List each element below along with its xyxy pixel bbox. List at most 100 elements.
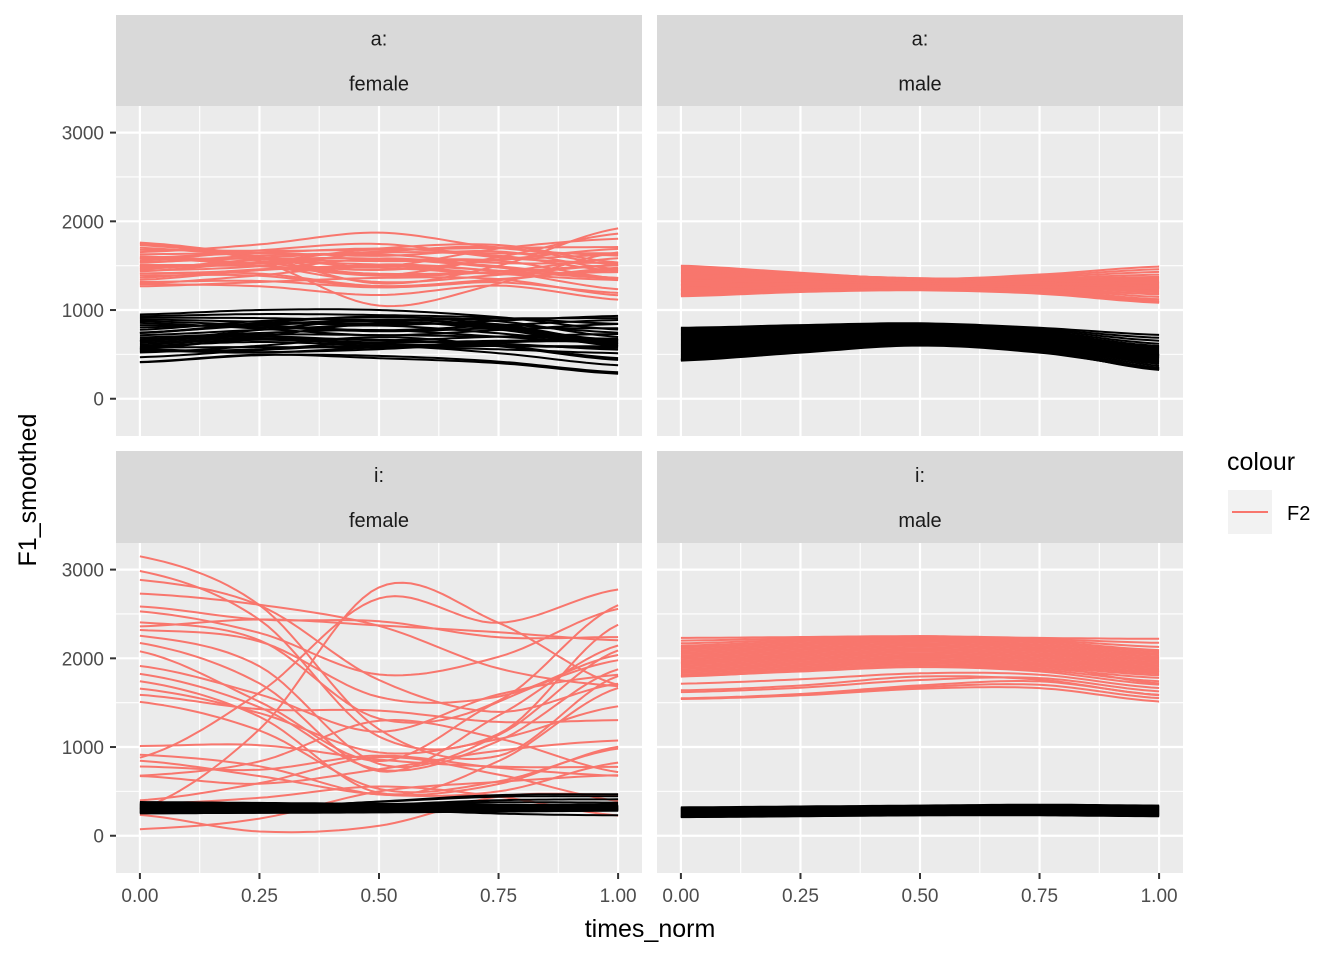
- f2-line-26: [139, 243, 619, 268]
- f2-line-5: [680, 637, 1160, 653]
- f2-line-10: [139, 634, 619, 769]
- facet-strip-row-label: a:: [371, 29, 388, 51]
- f2-line-10: [680, 645, 1160, 662]
- f2-line-28: [139, 739, 619, 785]
- f2-line-30: [680, 279, 1160, 286]
- f2-line-30: [139, 242, 619, 308]
- facet-strip-col-label: female: [349, 74, 409, 96]
- f1-line-13: [139, 333, 619, 341]
- f1-line-29: [139, 804, 619, 810]
- f1-line-30: [680, 814, 1160, 819]
- y-tick-label: 2000: [62, 212, 104, 233]
- f2-line-23: [680, 671, 1160, 689]
- facet-strip-row-label: i:: [374, 465, 384, 487]
- f1-line-30: [139, 802, 619, 817]
- f1-line-1: [139, 308, 619, 331]
- f2-line-28: [680, 286, 1160, 295]
- f2-line-22: [139, 754, 619, 777]
- f2-line-4: [139, 246, 619, 252]
- f1-line-29: [139, 318, 619, 345]
- f2-line-8: [139, 618, 619, 642]
- f2-line-28: [139, 257, 619, 280]
- f2-line-24: [139, 250, 619, 271]
- f2-line-13: [139, 665, 619, 733]
- f2-line-14: [680, 652, 1160, 668]
- f2-line-11: [139, 642, 619, 773]
- f1-line-27: [139, 795, 619, 810]
- facet-panel-1: a: female: [116, 15, 642, 436]
- f2-line-1: [139, 555, 619, 760]
- f2-line-29: [139, 588, 619, 759]
- facet-panel-2: a: male: [657, 15, 1183, 436]
- f2-line-8: [680, 642, 1160, 658]
- x-tick-label: 0.00: [121, 886, 158, 907]
- y-tick-label: 2000: [62, 649, 104, 670]
- facet-strip-col-label: male: [898, 74, 941, 96]
- f2-line-19: [139, 743, 619, 769]
- facet-panel-4: i: male: [657, 451, 1183, 873]
- f2-line-11: [680, 647, 1160, 663]
- x-tick-label: 1.00: [600, 886, 637, 907]
- x-tick-label: 0.00: [662, 886, 699, 907]
- f2-line-15: [139, 680, 619, 796]
- facet-strip-row-label: i:: [915, 465, 925, 487]
- f2-line-7: [680, 640, 1160, 657]
- f2-line-20: [139, 283, 619, 301]
- f1-line-30: [139, 321, 619, 351]
- y-tick-label: 0: [93, 827, 104, 848]
- f2-line-16: [139, 687, 619, 755]
- f2-line-29: [139, 257, 619, 284]
- facet-panel-3: i: female: [116, 451, 642, 873]
- f2-line-9: [680, 644, 1160, 660]
- y-tick-label: 3000: [62, 561, 104, 582]
- f2-line-22: [139, 263, 619, 291]
- f2-line-18: [680, 659, 1160, 675]
- f2-line-23: [139, 719, 619, 777]
- facet-strip-row-label: a:: [912, 29, 929, 51]
- x-tick-label: 0.25: [782, 886, 819, 907]
- facet-strip: [657, 451, 1183, 543]
- f1-line-28: [139, 801, 619, 808]
- f1-line-25: [139, 353, 619, 375]
- y-tick-label: 1000: [62, 301, 104, 322]
- f2-line-21: [139, 276, 619, 297]
- y-axis-title: F1_smoothed: [14, 414, 42, 567]
- x-tick-label: 0.75: [480, 886, 517, 907]
- f2-line-27: [680, 686, 1160, 703]
- facet-strip: [116, 15, 642, 106]
- x-tick-label: 0.50: [361, 886, 398, 907]
- y-tick-label: 3000: [62, 124, 104, 145]
- f1-line-21: [139, 340, 619, 353]
- f2-line-24: [680, 676, 1160, 694]
- x-tick-label: 0.50: [902, 886, 939, 907]
- f2-line-27: [680, 288, 1160, 301]
- legend: colour F2: [1227, 448, 1310, 534]
- x-axis-title: times_norm: [585, 915, 716, 943]
- x-axis: 0.00 0.25 0.50 0.75 1.00 0.00 0.25 0.50 0.75 1.00: [121, 873, 1178, 907]
- facet-strip-col-label: female: [349, 510, 409, 532]
- facet-panels: a: female a: male i: female i: male: [116, 15, 1183, 873]
- f2-line-6: [139, 607, 619, 677]
- facet-strip-col-label: male: [898, 510, 941, 532]
- f2-line-2: [139, 570, 619, 751]
- f2-line-17: [680, 657, 1160, 673]
- f1-line-28: [139, 315, 619, 344]
- f2-line-4: [680, 636, 1160, 652]
- f2-line-6: [680, 639, 1160, 655]
- f2-line-30: [139, 581, 619, 811]
- facet-strip: [657, 15, 1183, 106]
- f2-line-19: [680, 661, 1160, 677]
- facet-strip: [116, 451, 642, 543]
- f1-line-23: [139, 808, 619, 815]
- y-tick-label: 1000: [62, 738, 104, 759]
- y-tick-label: 0: [93, 390, 104, 411]
- f2-line-5: [139, 605, 619, 640]
- f2-line-27: [139, 251, 619, 272]
- f2-line-26: [139, 774, 619, 831]
- f1-line-30: [680, 344, 1160, 369]
- f2-line-29: [680, 283, 1160, 290]
- x-tick-label: 0.25: [241, 886, 278, 907]
- f2-line-25: [139, 245, 619, 266]
- f1-line-23: [139, 344, 619, 367]
